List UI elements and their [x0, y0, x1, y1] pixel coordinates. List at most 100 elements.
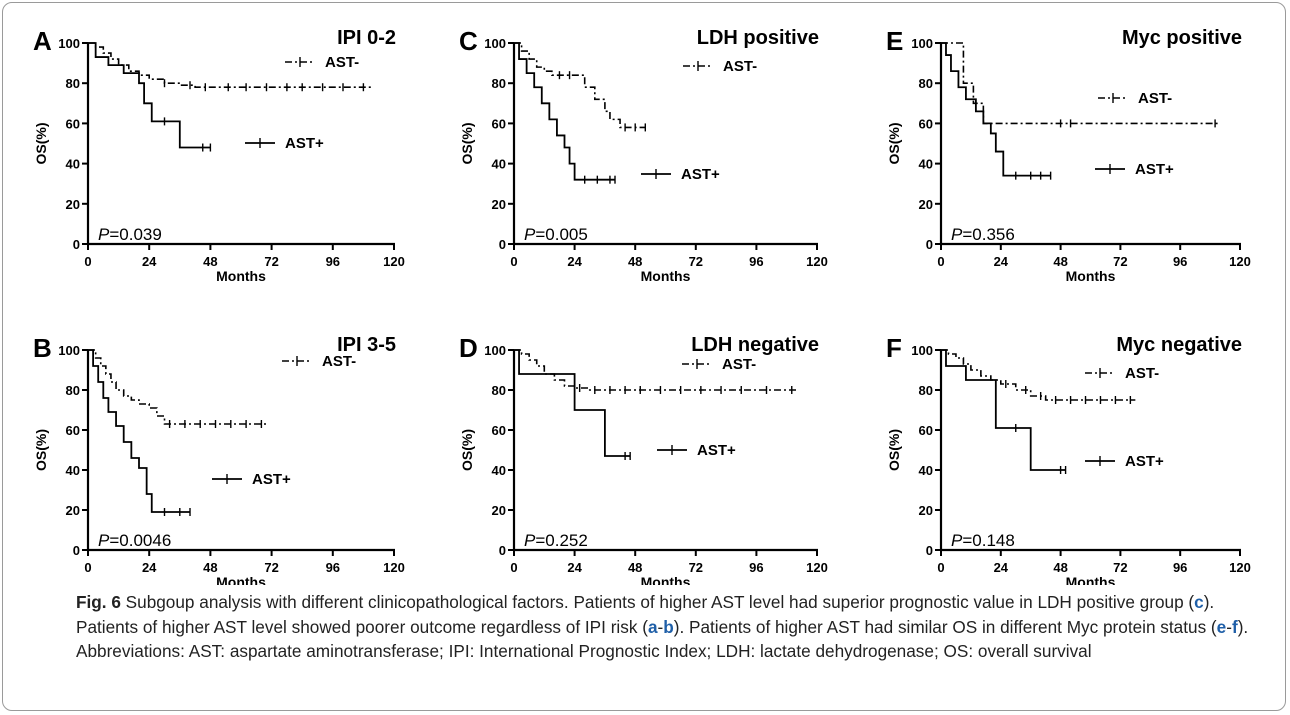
x-axis-title: Months [641, 268, 691, 284]
legend-label: AST- [1125, 365, 1159, 382]
x-tick-label: 96 [1173, 254, 1187, 269]
panel-letter: D [459, 333, 478, 363]
km-curve-ast-neg [514, 42, 646, 129]
x-tick-label: 0 [84, 254, 91, 269]
y-tick-label: 0 [499, 543, 506, 558]
km-curve-ast-neg [88, 349, 267, 425]
panel-f: 0 24 48 72 96 120 0 20 40 60 80 100 Months OS(%) F Myc … [886, 333, 1251, 585]
y-tick-label: 100 [484, 343, 506, 358]
y-tick-label: 0 [73, 237, 80, 252]
x-tick-label: 72 [689, 254, 703, 269]
x-axis-title: Months [216, 268, 266, 284]
legend-label: AST- [722, 356, 756, 373]
x-tick-label: 96 [1173, 560, 1187, 575]
y-tick-label: 40 [492, 157, 506, 172]
x-tick-label: 24 [142, 560, 157, 575]
y-tick-label: 40 [66, 157, 80, 172]
p-value-annotation: P=0.252 [524, 531, 588, 550]
y-tick-label: 60 [66, 423, 80, 438]
panel-title: Myc positive [1122, 27, 1242, 49]
caption-text: Subgoup analysis with different clinicop… [76, 592, 1248, 661]
y-tick-label: 100 [911, 343, 933, 358]
y-tick-label: 20 [66, 197, 80, 212]
y-tick-label: 20 [66, 503, 80, 518]
x-tick-label: 48 [1053, 254, 1067, 269]
caption-segment: ). Patients of higher AST had similar OS… [673, 616, 1217, 637]
legend-label: AST- [322, 353, 356, 370]
x-tick-label: 72 [264, 560, 278, 575]
p-value-annotation: P=0.148 [951, 531, 1015, 550]
y-tick-label: 0 [926, 543, 933, 558]
y-tick-label: 60 [492, 116, 506, 131]
panel-title: Myc negative [1116, 334, 1242, 356]
x-tick-label: 72 [264, 254, 278, 269]
x-tick-label: 96 [749, 254, 763, 269]
p-value-annotation: P=0.005 [524, 225, 588, 244]
x-tick-label: 120 [383, 560, 405, 575]
caption-label: Fig. 6 [76, 592, 121, 612]
x-tick-label: 48 [203, 254, 217, 269]
caption-panel-ref: e [1216, 616, 1227, 637]
x-tick-label: 72 [1113, 560, 1127, 575]
y-tick-label: 100 [911, 36, 933, 51]
x-tick-label: 0 [510, 254, 517, 269]
p-value-annotation: P=0.356 [951, 225, 1015, 244]
panel-title: IPI 3-5 [337, 334, 396, 356]
x-tick-label: 48 [628, 560, 642, 575]
x-tick-label: 0 [937, 254, 944, 269]
x-tick-label: 96 [326, 254, 340, 269]
y-axis-title: OS(%) [33, 123, 49, 165]
y-tick-label: 40 [919, 157, 933, 172]
legend-label: AST+ [1135, 161, 1174, 178]
x-tick-label: 24 [567, 560, 582, 575]
caption-panel-ref: b [663, 616, 674, 637]
y-axis-title: OS(%) [459, 123, 475, 165]
x-tick-label: 48 [203, 560, 217, 575]
panel-letter: A [33, 26, 52, 56]
caption-panel-ref: f [1231, 616, 1238, 637]
y-tick-label: 40 [492, 463, 506, 478]
y-tick-label: 100 [484, 36, 506, 51]
p-value-number: =0.252 [535, 531, 587, 550]
y-tick-label: 80 [919, 383, 933, 398]
caption-segment: ). Abbreviations: AST: aspartate aminotr… [76, 616, 1249, 662]
x-tick-label: 120 [806, 254, 828, 269]
panel-c: 0 24 48 72 96 120 0 20 40 60 80 100 Months OS(%) C LDH … [459, 26, 828, 284]
panel-d: 0 24 48 72 96 120 0 20 40 60 80 100 Months OS(%) D LDH … [459, 333, 828, 585]
y-tick-label: 100 [58, 343, 80, 358]
panel-b: 0 24 48 72 96 120 0 20 40 60 80 100 Months OS(%) B IPI … [33, 333, 405, 585]
x-tick-label: 72 [689, 560, 703, 575]
panel-letter: E [886, 26, 903, 56]
p-value-annotation: P=0.0046 [98, 531, 171, 550]
y-tick-label: 80 [919, 76, 933, 91]
caption-segment: ). Patients of higher AST level showed p… [76, 592, 1215, 637]
y-tick-label: 80 [492, 383, 506, 398]
p-value-number: =0.005 [535, 225, 587, 244]
y-tick-label: 0 [926, 237, 933, 252]
legend-label: AST- [1138, 90, 1172, 107]
y-tick-label: 80 [66, 383, 80, 398]
panel-letter: B [33, 333, 52, 363]
x-tick-label: 120 [1229, 560, 1251, 575]
y-tick-label: 60 [919, 423, 933, 438]
y-tick-label: 20 [919, 197, 933, 212]
p-value-number: =0.356 [962, 225, 1014, 244]
y-tick-label: 80 [492, 76, 506, 91]
y-tick-label: 20 [919, 503, 933, 518]
y-tick-label: 60 [66, 116, 80, 131]
x-axis-title: Months [1066, 268, 1116, 284]
x-tick-label: 0 [937, 560, 944, 575]
y-tick-label: 20 [492, 197, 506, 212]
p-value-symbol: P [98, 531, 110, 550]
x-axis-title: Months [641, 574, 691, 585]
y-tick-label: 0 [73, 543, 80, 558]
km-curve-ast-neg [514, 349, 797, 391]
y-tick-label: 0 [499, 237, 506, 252]
panel-e: 0 24 48 72 96 120 0 20 40 60 80 100 Months OS(%) E Myc … [886, 26, 1251, 284]
panel-letter: F [886, 333, 902, 363]
km-curve-ast-pos [941, 349, 1066, 471]
p-value-symbol: P [951, 531, 963, 550]
legend-label: AST+ [252, 471, 291, 488]
panel-title: LDH negative [691, 334, 819, 356]
